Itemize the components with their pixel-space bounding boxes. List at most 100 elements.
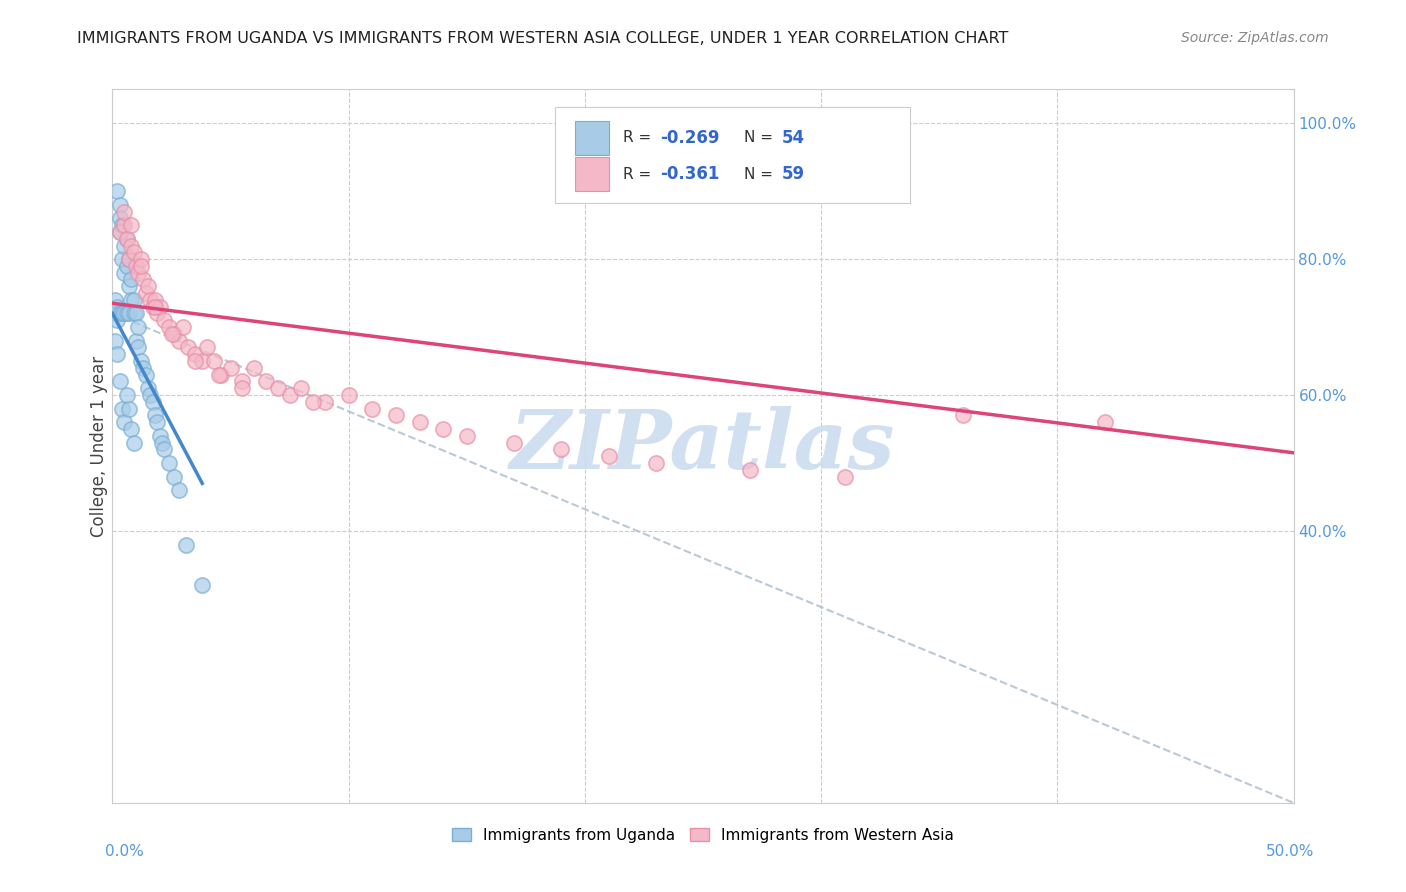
- Point: [314, 394, 336, 409]
- Point: [432, 422, 454, 436]
- Point: [157, 456, 180, 470]
- Point: [456, 429, 478, 443]
- Point: [163, 469, 186, 483]
- Point: [108, 306, 131, 320]
- Text: R =: R =: [623, 130, 655, 145]
- FancyBboxPatch shape: [575, 157, 609, 191]
- Point: [104, 306, 127, 320]
- Point: [108, 198, 131, 212]
- Point: [115, 306, 138, 320]
- Point: [278, 388, 301, 402]
- Legend: Immigrants from Uganda, Immigrants from Western Asia: Immigrants from Uganda, Immigrants from …: [446, 822, 960, 848]
- Point: [122, 245, 145, 260]
- Point: [120, 218, 142, 232]
- Point: [208, 368, 231, 382]
- Point: [219, 360, 242, 375]
- Point: [143, 300, 166, 314]
- Point: [136, 381, 159, 395]
- Point: [120, 293, 142, 307]
- Point: [132, 360, 155, 375]
- Text: -0.269: -0.269: [661, 128, 720, 146]
- Point: [177, 341, 200, 355]
- Point: [108, 375, 131, 389]
- Point: [231, 375, 253, 389]
- Point: [550, 442, 572, 457]
- Point: [118, 279, 141, 293]
- Point: [157, 320, 180, 334]
- Point: [132, 272, 155, 286]
- Point: [254, 375, 277, 389]
- Point: [127, 266, 149, 280]
- Point: [243, 360, 266, 375]
- Point: [1094, 415, 1116, 429]
- Point: [127, 341, 149, 355]
- Point: [120, 272, 142, 286]
- Point: [112, 415, 135, 429]
- Point: [105, 347, 128, 361]
- Text: N =: N =: [744, 167, 778, 182]
- Point: [105, 184, 128, 198]
- Point: [118, 252, 141, 266]
- Point: [136, 279, 159, 293]
- Point: [125, 334, 148, 348]
- Point: [115, 232, 138, 246]
- Text: IMMIGRANTS FROM UGANDA VS IMMIGRANTS FROM WESTERN ASIA COLLEGE, UNDER 1 YEAR COR: IMMIGRANTS FROM UGANDA VS IMMIGRANTS FRO…: [77, 31, 1008, 46]
- Point: [112, 306, 135, 320]
- Text: -0.361: -0.361: [661, 165, 720, 183]
- Text: Source: ZipAtlas.com: Source: ZipAtlas.com: [1181, 31, 1329, 45]
- Text: N =: N =: [744, 130, 778, 145]
- Point: [104, 293, 127, 307]
- Point: [112, 218, 135, 232]
- Point: [644, 456, 666, 470]
- Point: [135, 286, 157, 301]
- Text: 59: 59: [782, 165, 806, 183]
- Point: [503, 435, 526, 450]
- Point: [149, 429, 172, 443]
- Point: [834, 469, 856, 483]
- Point: [290, 381, 312, 395]
- Point: [172, 320, 194, 334]
- Point: [139, 293, 162, 307]
- Point: [202, 354, 225, 368]
- Point: [118, 306, 141, 320]
- Text: 50.0%: 50.0%: [1267, 845, 1315, 859]
- Point: [129, 252, 152, 266]
- Point: [174, 537, 197, 551]
- Point: [115, 259, 138, 273]
- Point: [125, 306, 148, 320]
- Point: [952, 409, 974, 423]
- Point: [167, 483, 190, 498]
- Point: [111, 218, 134, 232]
- Point: [143, 409, 166, 423]
- Text: R =: R =: [623, 167, 655, 182]
- Point: [337, 388, 360, 402]
- Point: [142, 394, 165, 409]
- Point: [112, 204, 135, 219]
- Point: [143, 293, 166, 307]
- Point: [598, 449, 620, 463]
- Point: [112, 238, 135, 252]
- Point: [150, 435, 173, 450]
- Point: [146, 415, 169, 429]
- Point: [195, 341, 218, 355]
- Text: ZIPatlas: ZIPatlas: [510, 406, 896, 486]
- Point: [149, 300, 172, 314]
- Point: [108, 225, 131, 239]
- Point: [167, 334, 190, 348]
- Point: [111, 401, 134, 416]
- Text: 0.0%: 0.0%: [105, 845, 145, 859]
- Point: [108, 211, 131, 226]
- Point: [115, 232, 138, 246]
- Point: [160, 326, 183, 341]
- Point: [115, 388, 138, 402]
- FancyBboxPatch shape: [575, 120, 609, 155]
- Point: [125, 259, 148, 273]
- Point: [139, 388, 162, 402]
- Point: [105, 313, 128, 327]
- Point: [385, 409, 408, 423]
- Point: [191, 578, 214, 592]
- Point: [191, 354, 214, 368]
- Point: [112, 266, 135, 280]
- Y-axis label: College, Under 1 year: College, Under 1 year: [90, 355, 108, 537]
- Point: [142, 300, 165, 314]
